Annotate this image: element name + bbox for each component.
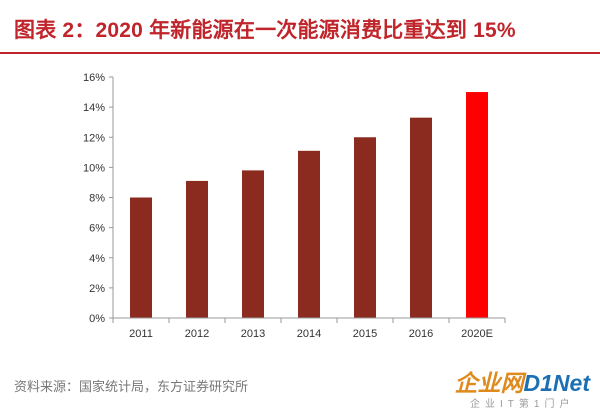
x-axis: 2011 2012 2013 2014 2015 2016 2020E <box>112 317 506 340</box>
y-tick-label: 6% <box>89 223 105 235</box>
bars <box>130 92 488 318</box>
watermark-logo-text: 企业网D1Net <box>455 371 590 395</box>
y-axis: 0% 2% 4% 6% 8% 10% 12% 14% 16% <box>83 72 114 325</box>
bar-2012 <box>186 180 208 318</box>
x-tick-label: 2012 <box>185 328 209 340</box>
watermark-logo: 企业网D1Net 企业IT第1门户 <box>455 371 590 410</box>
y-tick-label: 0% <box>89 313 105 325</box>
y-tick-label: 12% <box>83 132 105 144</box>
y-tick-label: 8% <box>89 193 105 205</box>
watermark-tagline: 企业IT第1门户 <box>470 399 575 410</box>
title-divider <box>0 52 600 54</box>
x-tick-label: 2011 <box>129 328 153 340</box>
x-tick-label: 2014 <box>297 328 321 340</box>
x-tick-label: 2020E <box>461 328 493 340</box>
y-tick-label: 2% <box>89 283 105 295</box>
x-tick-label: 2015 <box>353 328 377 340</box>
bar-2015 <box>354 137 376 318</box>
watermark-logo-main: 企业网 <box>454 370 524 396</box>
bar-2016 <box>410 117 432 318</box>
bar-2020e <box>466 92 488 318</box>
y-tick-label: 10% <box>83 162 105 174</box>
chart-title: 图表 2：2020 年新能源在一次能源消费比重达到 15% <box>14 19 516 42</box>
bar-2011 <box>130 197 152 318</box>
x-tick-label: 2016 <box>409 328 433 340</box>
bar-2013 <box>242 170 264 318</box>
x-tick-label: 2013 <box>241 328 265 340</box>
y-tick-label: 16% <box>83 72 105 84</box>
source-note: 资料来源：国家统计局，东方证券研究所 <box>14 379 249 394</box>
y-tick-label: 14% <box>83 102 105 114</box>
watermark-logo-accent: D1Net <box>523 370 590 396</box>
y-tick-label: 4% <box>89 253 105 265</box>
bar-2014 <box>298 150 320 318</box>
